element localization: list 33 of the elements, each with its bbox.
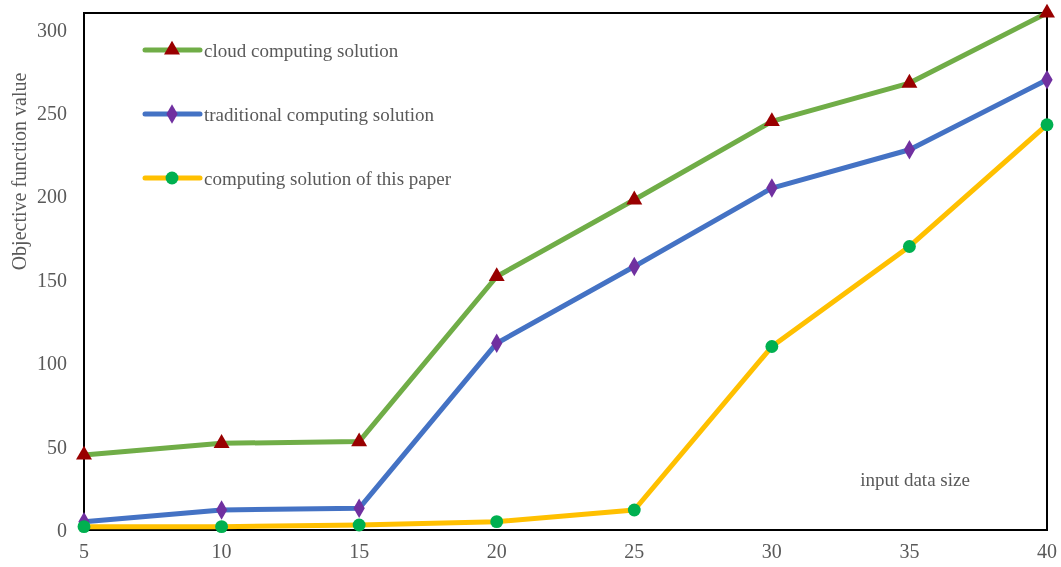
y-tick-label: 250	[37, 102, 67, 125]
point	[215, 520, 228, 534]
point	[903, 240, 916, 253]
x-tick-label: 40	[1037, 540, 1057, 562]
point	[488, 267, 505, 282]
x-tick-label: 25	[624, 540, 645, 562]
legend-label: traditional computing solution	[204, 103, 435, 125]
x-tick-label: 15	[349, 540, 370, 562]
point	[490, 515, 504, 529]
x-tick-label: 5	[79, 540, 89, 562]
legend-label: cloud computing solution	[204, 39, 399, 61]
y-tick-label: 200	[37, 185, 67, 208]
x-tick-label: 35	[899, 540, 920, 562]
x-axis-title: input data size	[860, 469, 970, 490]
x-tick-label: 30	[761, 540, 782, 562]
point	[901, 73, 918, 88]
point	[1040, 118, 1054, 132]
point	[763, 112, 780, 126]
point	[626, 190, 643, 205]
x-tick-label: 10	[211, 540, 232, 562]
y-axis-title: Objective function value	[8, 72, 31, 271]
point	[765, 340, 779, 353]
y-tick-label: 50	[47, 435, 67, 458]
y-tick-label: 0	[57, 519, 67, 541]
y-tick-label: 100	[37, 352, 67, 375]
point	[77, 520, 91, 534]
point	[1039, 3, 1055, 18]
y-tick-label: 150	[37, 268, 67, 291]
legend-label: computing solution of this paper	[204, 167, 452, 189]
y-tick-label: 300	[37, 18, 67, 41]
point	[352, 518, 366, 532]
point	[627, 503, 641, 517]
x-tick-label: 20	[486, 540, 507, 562]
